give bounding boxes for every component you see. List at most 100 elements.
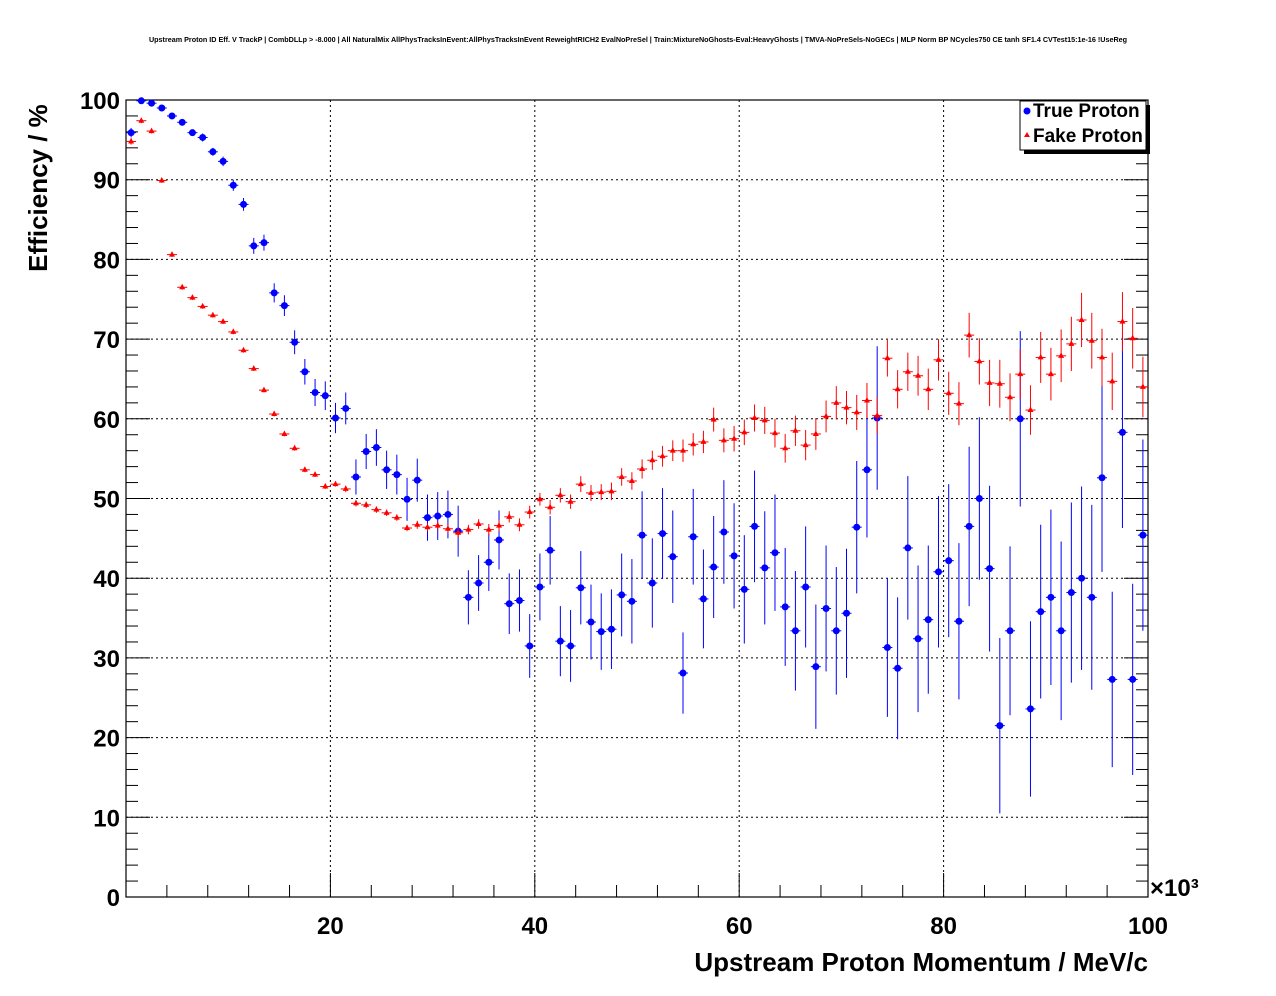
- data-point: [740, 585, 748, 593]
- data-point: [1109, 377, 1116, 384]
- data-point: [863, 466, 871, 474]
- data-point: [894, 664, 902, 672]
- data-point: [802, 583, 810, 591]
- data-point: [823, 412, 830, 419]
- data-point: [1067, 589, 1075, 597]
- data-point: [547, 503, 554, 510]
- data-point: [699, 595, 707, 603]
- data-point: [557, 491, 564, 498]
- data-point: [792, 427, 799, 433]
- data-point: [700, 438, 707, 444]
- data-point: [628, 477, 635, 483]
- data-point: [710, 416, 717, 422]
- data-point: [567, 498, 574, 504]
- data-point: [220, 318, 227, 324]
- data-point: [934, 568, 942, 576]
- x-tick-label: 20: [317, 913, 344, 940]
- data-point: [802, 441, 809, 448]
- data-point: [260, 239, 268, 247]
- legend: True Proton Fake Proton: [1019, 100, 1150, 154]
- y-tick-label: 90: [93, 168, 120, 195]
- data-point: [168, 112, 176, 120]
- data-point: [812, 663, 820, 671]
- data-point: [219, 157, 227, 165]
- data-point: [444, 510, 452, 518]
- data-point: [199, 133, 207, 141]
- data-point: [925, 385, 932, 392]
- data-point: [935, 356, 942, 362]
- y-axis-title: Efficiency / %: [23, 104, 53, 272]
- data-point: [843, 609, 851, 617]
- data-point: [413, 476, 421, 484]
- data-point: [914, 635, 922, 643]
- data-point: [546, 546, 554, 554]
- legend-true-proton-marker: [1023, 107, 1031, 115]
- data-point: [832, 627, 840, 635]
- data-point: [648, 579, 656, 587]
- data-point: [485, 526, 492, 532]
- data-point: [598, 488, 605, 495]
- y-tick-label: 100: [80, 88, 120, 115]
- y-tick-label: 60: [93, 407, 120, 434]
- data-point: [536, 495, 543, 502]
- data-point: [506, 513, 513, 519]
- data-point: [1058, 352, 1065, 358]
- data-point: [975, 495, 983, 502]
- data-point: [1129, 334, 1136, 341]
- data-point: [342, 404, 350, 412]
- data-point: [731, 435, 738, 441]
- y-tick-label: 40: [93, 566, 120, 593]
- data-point: [659, 530, 667, 538]
- data-point: [1078, 574, 1086, 582]
- series-fake-proton: [126, 117, 1148, 538]
- data-point: [240, 346, 247, 353]
- data-point: [475, 579, 483, 587]
- data-point: [1047, 593, 1055, 601]
- data-point: [312, 471, 319, 477]
- data-point: [383, 509, 390, 515]
- data-point: [475, 520, 482, 527]
- data-point: [761, 564, 769, 572]
- data-point: [393, 514, 400, 520]
- data-point: [240, 200, 248, 208]
- legend-box: [1019, 100, 1147, 151]
- data-point: [127, 129, 135, 137]
- data-point: [301, 466, 308, 472]
- data-point: [301, 368, 309, 376]
- data-point: [209, 148, 217, 156]
- data-point: [1057, 627, 1065, 635]
- data-point: [137, 97, 145, 105]
- data-point: [1068, 340, 1075, 346]
- data-point: [607, 625, 615, 633]
- y-tick-label: 0: [107, 885, 120, 912]
- data-point: [894, 385, 901, 392]
- x-tick-label: 80: [930, 913, 957, 940]
- grid: [126, 100, 1148, 897]
- data-point: [976, 357, 983, 364]
- data-point: [710, 563, 718, 571]
- data-point: [250, 242, 258, 250]
- data-point: [250, 365, 257, 371]
- data-point: [771, 549, 779, 557]
- data-point: [158, 176, 165, 183]
- data-point: [720, 436, 727, 443]
- data-point: [209, 311, 216, 318]
- data-point: [332, 414, 340, 422]
- data-point: [1099, 353, 1106, 360]
- data-point: [577, 480, 584, 487]
- data-point: [761, 416, 768, 423]
- data-point: [782, 444, 789, 451]
- data-point: [690, 440, 697, 447]
- data-point: [158, 104, 166, 112]
- data-point: [199, 302, 206, 309]
- data-point: [434, 522, 441, 528]
- data-point: [505, 600, 513, 608]
- y-tick-label: 10: [93, 805, 120, 832]
- x-axis-title: Upstream Proton Momentum / MeV/c: [694, 947, 1148, 977]
- data-point: [280, 302, 288, 310]
- data-point: [986, 379, 993, 385]
- data-point: [148, 99, 156, 107]
- data-point: [567, 642, 575, 650]
- data-point: [311, 388, 319, 396]
- data-point: [730, 552, 738, 560]
